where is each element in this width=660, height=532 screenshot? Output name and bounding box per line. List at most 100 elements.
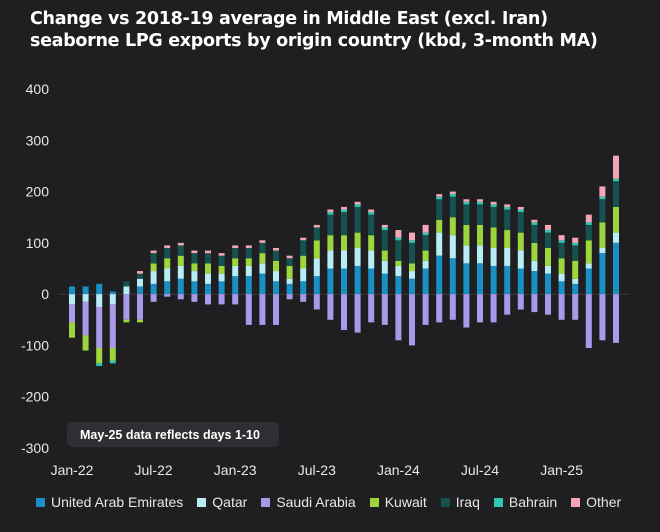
bar-segment [327, 268, 334, 295]
bar-segment [613, 178, 619, 182]
bar-segment [150, 253, 157, 264]
bar-segment [449, 196, 456, 218]
bar-segment [232, 245, 239, 248]
bar-segment [531, 219, 538, 223]
bar-stack [409, 232, 415, 346]
data-note-text: May-25 data reflects days 1-10 [80, 428, 260, 442]
bar-segment [191, 271, 198, 282]
bar-segment [368, 212, 375, 215]
bar-segment [205, 253, 211, 264]
bar-segment [109, 294, 116, 305]
bar-segment [545, 232, 551, 248]
bar-segment [531, 242, 538, 261]
bar-segment [599, 196, 606, 200]
bar-segment [463, 224, 470, 246]
bar-segment [273, 294, 279, 325]
legend-item: Kuwait [369, 494, 427, 510]
bar-segment [137, 319, 143, 323]
x-axis: Jan-22 Jul-22 Jan-23 Jul-23 Jan-24 Jul-24 Jan-… [51, 462, 584, 478]
bar-segment [259, 240, 266, 243]
y-tick-label: -100 [21, 337, 49, 353]
bar-segment [191, 250, 198, 254]
bar-segment [585, 240, 592, 264]
bar-segment [422, 250, 429, 261]
bar-segment [572, 242, 579, 246]
bar-segment [517, 250, 524, 269]
bar-segment [585, 214, 592, 223]
bar-segment [409, 232, 415, 241]
bar-segment [463, 201, 470, 205]
bar-segment [572, 283, 579, 295]
y-tick-label: 200 [26, 184, 50, 200]
bar-segment [395, 294, 402, 341]
bar-segment [477, 245, 483, 264]
bar-segment [164, 247, 171, 259]
bar-segment [69, 294, 75, 305]
bar-segment [259, 273, 266, 295]
bar-segment [123, 294, 130, 320]
bar-segment [177, 265, 184, 279]
legend-label: Saudi Arabia [276, 494, 356, 510]
bar-segment [273, 250, 279, 261]
bar-segment [177, 242, 184, 246]
bar-stack [381, 224, 388, 325]
bar-segment [218, 255, 225, 266]
bar-segment [205, 250, 211, 254]
bar-segment [313, 294, 320, 310]
bar-segment [368, 209, 375, 213]
bar-segment [395, 237, 402, 241]
chart-title-line-1: Change vs 2018-19 average in Middle East… [30, 9, 548, 29]
bar-segment [463, 294, 470, 328]
bar-segment [69, 322, 75, 338]
bar-stack [463, 199, 470, 328]
bar-stack [164, 245, 171, 297]
legend-item: Saudi Arabia [261, 494, 356, 510]
bar-segment [558, 281, 565, 295]
bar-segment [205, 273, 211, 284]
bar-segment [354, 232, 361, 248]
bar-segment [381, 294, 388, 325]
bar-stack [558, 235, 565, 320]
bar-segment [572, 237, 579, 243]
bar-segment [354, 201, 361, 205]
bar-segment [395, 240, 402, 261]
bar-segment [558, 242, 565, 259]
bar-segment [96, 283, 103, 295]
bar-segment [341, 206, 347, 210]
legend-label: United Arab Emirates [51, 494, 184, 510]
bar-stack [259, 240, 266, 325]
bar-segment [504, 247, 511, 266]
bar-segment [150, 271, 157, 284]
bar-segment [123, 281, 130, 287]
bar-segment [490, 265, 497, 295]
bar-stack [137, 271, 143, 323]
x-tick-label: Jan-24 [377, 462, 420, 478]
bar-stack [545, 224, 551, 315]
bar-segment [409, 278, 415, 295]
bar-segment [123, 319, 130, 323]
bar-segment [422, 232, 429, 236]
y-tick-label: 100 [26, 235, 50, 251]
bar-stack [150, 250, 157, 302]
bar-segment [137, 273, 143, 279]
bar-segment [137, 278, 143, 287]
bar-stack [96, 283, 103, 366]
bar-segment [599, 294, 606, 341]
bar-segment [354, 265, 361, 295]
bar-segment [69, 286, 75, 295]
bar-segment [422, 294, 429, 325]
bar-segment [545, 294, 551, 315]
bar-segment [409, 263, 415, 272]
bar-segment [449, 217, 456, 236]
legend-label: Qatar [212, 494, 248, 510]
y-tick-label: 0 [41, 286, 49, 302]
bar-segment [341, 235, 347, 251]
bar-segment [558, 294, 565, 320]
bar-segment [572, 245, 579, 261]
bar-segment [436, 294, 443, 323]
bar-segment [422, 260, 429, 269]
legend-label: Bahrain [508, 494, 558, 510]
bar-segment [585, 222, 592, 225]
bar-segment [232, 294, 239, 305]
legend-item: Other [571, 494, 621, 510]
